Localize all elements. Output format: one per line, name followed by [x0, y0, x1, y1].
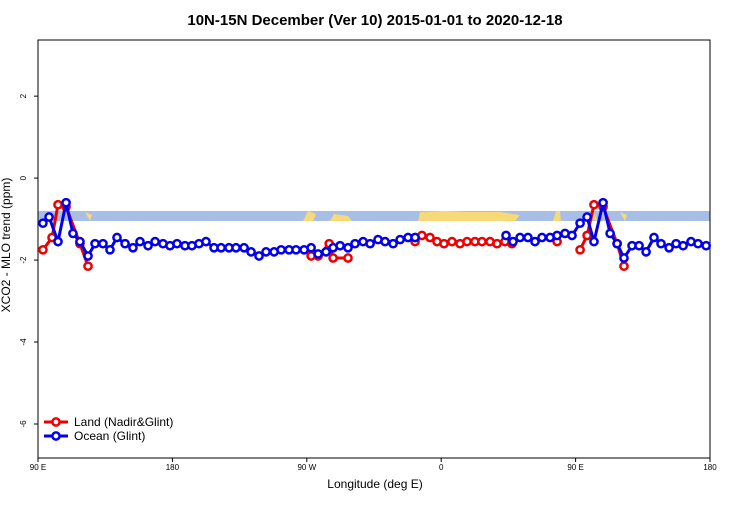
data-point	[83, 251, 93, 261]
y-tick-label: -4	[19, 338, 28, 346]
legend-label: Ocean (Glint)	[74, 429, 145, 443]
plot-frame	[37, 39, 711, 459]
data-point	[523, 232, 533, 243]
data-point	[44, 212, 54, 222]
data-point	[552, 230, 562, 241]
data-point	[38, 244, 48, 255]
legend-marker	[51, 431, 61, 441]
data-point	[447, 236, 457, 247]
data-point	[261, 247, 271, 257]
data-point	[701, 240, 711, 251]
data-point	[343, 253, 353, 263]
data-point	[649, 232, 659, 243]
x-tick-label: 180	[166, 463, 180, 472]
data-point	[112, 232, 122, 243]
data-point	[492, 238, 502, 249]
x-tick-label: 90 E	[30, 463, 46, 472]
data-point	[530, 236, 540, 247]
data-point	[462, 236, 472, 247]
data-point	[246, 247, 256, 257]
data-point	[589, 236, 599, 247]
y-tick-label: -2	[19, 256, 28, 264]
data-point	[388, 238, 398, 249]
map-strip	[38, 211, 710, 221]
legend-label: Land (Nadir&Glint)	[74, 415, 173, 429]
data-point	[410, 232, 420, 243]
data-point	[380, 236, 390, 247]
data-point	[678, 240, 688, 251]
data-point	[328, 253, 338, 263]
data-point	[634, 240, 644, 251]
land-strip	[418, 211, 520, 221]
data-point	[508, 236, 518, 247]
data-point	[582, 212, 592, 222]
data-point	[105, 244, 115, 255]
data-point	[395, 234, 405, 245]
data-point	[53, 236, 63, 247]
data-point	[575, 218, 585, 229]
data-point	[515, 232, 525, 243]
data-point	[75, 236, 85, 247]
data-point	[172, 238, 182, 249]
y-tick-label: -6	[19, 420, 28, 428]
data-point	[575, 244, 585, 255]
data-point	[619, 261, 629, 272]
data-point	[150, 236, 160, 247]
data-point	[216, 242, 226, 253]
data-point	[619, 253, 629, 263]
x-tick-label: 0	[439, 463, 444, 472]
data-point	[567, 230, 577, 241]
data-point	[589, 199, 599, 210]
data-point	[120, 238, 130, 249]
data-point	[90, 238, 100, 249]
data-point	[598, 197, 608, 208]
data-point	[537, 232, 547, 243]
data-point	[291, 244, 301, 255]
data-point	[128, 242, 138, 253]
data-point	[605, 228, 615, 239]
data-point	[306, 242, 316, 253]
x-axis-label: Longitude (deg E)	[327, 477, 422, 491]
data-point	[135, 236, 145, 247]
data-point	[439, 238, 449, 249]
y-axis-label: XCO2 - MLO trend (ppm)	[0, 178, 13, 313]
legend-marker	[51, 417, 61, 427]
data-point	[656, 238, 666, 249]
data-point	[83, 261, 93, 272]
data-point	[425, 232, 435, 243]
data-point	[143, 240, 153, 251]
data-point	[335, 240, 345, 251]
data-point	[365, 238, 375, 249]
data-point	[477, 236, 487, 247]
data-point	[313, 249, 323, 259]
chart-title: 10N-15N December (Ver 10) 2015-01-01 to …	[187, 12, 562, 29]
x-tick-label: 180	[703, 463, 717, 472]
y-tick-label: 2	[19, 93, 28, 98]
data-point	[98, 238, 108, 249]
data-point	[254, 251, 264, 261]
data-point	[693, 238, 703, 249]
data-point	[68, 228, 78, 239]
data-point	[350, 238, 360, 249]
x-tick-label: 90 W	[297, 463, 316, 472]
data-point	[231, 242, 241, 253]
data-point	[612, 238, 622, 249]
y-tick-label: 0	[19, 175, 28, 180]
data-point	[201, 236, 211, 247]
data-point	[239, 242, 249, 253]
data-point	[38, 218, 48, 229]
x-tick-label: 90 E	[567, 463, 583, 472]
data-point	[61, 197, 71, 208]
data-point	[53, 199, 63, 210]
data-point	[321, 247, 331, 257]
data-point	[582, 230, 592, 241]
data-point	[641, 247, 651, 257]
data-point	[276, 244, 286, 255]
data-point	[343, 242, 353, 253]
data-point	[501, 230, 511, 241]
data-point	[664, 242, 674, 253]
